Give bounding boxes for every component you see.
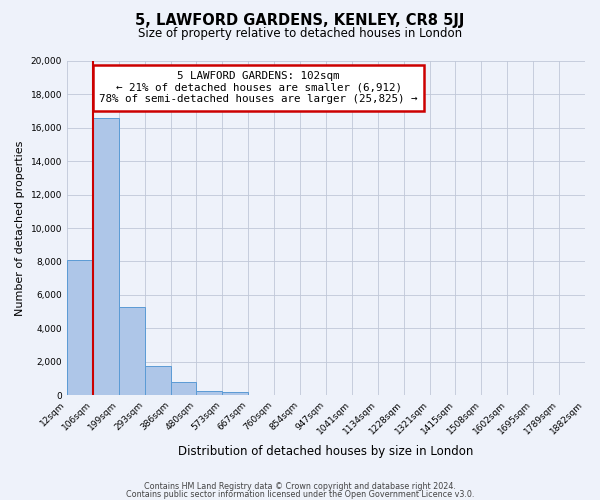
Text: Size of property relative to detached houses in London: Size of property relative to detached ho… xyxy=(138,28,462,40)
Text: 5, LAWFORD GARDENS, KENLEY, CR8 5JJ: 5, LAWFORD GARDENS, KENLEY, CR8 5JJ xyxy=(136,12,464,28)
Bar xyxy=(67,260,93,395)
Text: Contains HM Land Registry data © Crown copyright and database right 2024.: Contains HM Land Registry data © Crown c… xyxy=(144,482,456,491)
Text: Contains public sector information licensed under the Open Government Licence v3: Contains public sector information licen… xyxy=(126,490,474,499)
X-axis label: Distribution of detached houses by size in London: Distribution of detached houses by size … xyxy=(178,444,473,458)
Bar xyxy=(93,118,119,395)
Bar xyxy=(223,392,248,395)
Y-axis label: Number of detached properties: Number of detached properties xyxy=(15,140,25,316)
Bar xyxy=(170,382,196,395)
Bar xyxy=(145,366,170,395)
Text: 5 LAWFORD GARDENS: 102sqm
← 21% of detached houses are smaller (6,912)
78% of se: 5 LAWFORD GARDENS: 102sqm ← 21% of detac… xyxy=(100,71,418,104)
Bar xyxy=(119,306,145,395)
Bar xyxy=(196,391,223,395)
